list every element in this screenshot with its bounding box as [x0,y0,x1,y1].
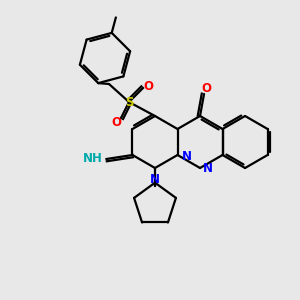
Text: N: N [182,149,191,163]
Text: S: S [125,95,133,109]
Text: NH: NH [82,152,103,166]
Text: O: O [201,82,211,95]
Text: O: O [143,80,153,92]
Text: N: N [203,163,213,176]
Text: O: O [111,116,121,128]
Text: N: N [150,173,160,186]
